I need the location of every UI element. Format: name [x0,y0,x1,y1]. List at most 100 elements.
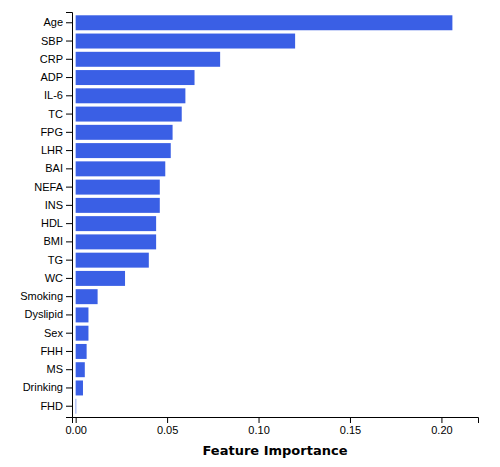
y-tick-label: Drinking [23,381,63,393]
y-tick-label: WC [45,272,63,284]
bar [76,125,173,140]
x-tick-mark [441,417,442,423]
y-tick-mark [66,241,72,242]
y-tick-mark [66,114,72,115]
y-tick: FPG [40,126,72,138]
bar [76,52,220,67]
y-tick-label: CRP [40,53,63,65]
y-tick-label: IL-6 [44,89,63,101]
y-tick-mark [66,187,72,188]
bar [76,307,89,322]
y-tick-label: LHR [41,144,63,156]
bar [76,143,171,158]
x-axis-line [73,418,479,424]
y-tick: WC [45,272,72,284]
bar [76,216,156,231]
x-axis-title: Feature Importance [203,443,348,458]
y-tick-mark [66,369,72,370]
y-tick-mark [66,132,72,133]
plot: 0.00 0.05 0.10 0.15 0.20 Age SBP CRP ADP IL-6 TC FP… [20,13,478,436]
bar [75,399,77,414]
y-tick-mark [66,168,72,169]
y-tick-label: FPG [40,126,63,138]
y-tick: MS [47,363,73,375]
x-tick-mark [350,417,351,423]
y-tick: BAI [45,162,72,174]
x-tick-mark [259,417,260,423]
y-tick: Age [43,16,72,28]
x-tick-label: 0.15 [340,424,361,436]
y-tick: HDL [41,217,72,229]
y-tick-label: NEFA [34,181,63,193]
y-tick-mark [66,314,72,315]
y-tick-mark [66,95,72,96]
x-tick-label: 0.10 [248,424,269,436]
chart: 0.00 0.05 0.10 0.15 0.20 Age SBP CRP ADP IL-6 TC FP… [0,0,500,467]
y-tick-label: BAI [45,162,63,174]
bar [76,344,87,359]
y-tick-label: SBP [41,35,63,47]
y-tick-mark [66,351,72,352]
bar [76,15,453,30]
y-tick: Drinking [23,381,72,393]
x-tick: 0.20 [431,417,452,436]
y-tick-label: TG [48,254,63,266]
x-tick-label: 0.05 [157,424,178,436]
bar [76,380,83,395]
y-tick: FHH [40,345,72,357]
y-tick-label: FHH [40,345,63,357]
y-tick-mark [66,205,72,206]
x-tick-mark [167,417,168,423]
y-tick-mark [66,278,72,279]
y-tick-mark [66,296,72,297]
x-tick-label: 0.00 [65,424,86,436]
x-axis: 0.00 0.05 0.10 0.15 0.20 [65,417,478,436]
y-tick: Smoking [20,290,72,302]
bar [76,180,160,195]
y-tick-label: ADP [40,71,63,83]
y-tick-label: Dyslipid [24,308,63,320]
bar [76,362,85,377]
y-tick-mark [66,223,72,224]
bar [76,88,186,103]
y-tick-mark [66,77,72,78]
y-tick-mark [66,41,72,42]
y-tick-label: FHD [40,400,63,412]
y-tick-mark [66,333,72,334]
y-tick-label: BMI [43,235,63,247]
y-tick: LHR [41,144,72,156]
y-tick-mark [66,150,72,151]
y-tick-label: Smoking [20,290,63,302]
bar [76,70,195,85]
bar [76,326,89,341]
x-tick: 0.05 [157,417,178,436]
x-tick-mark [76,417,77,423]
bar [76,34,295,49]
y-tick: Sex [44,327,72,339]
bar [76,234,156,249]
y-tick: INS [45,199,72,211]
y-tick-label: Sex [44,327,63,339]
y-tick-mark [66,22,72,23]
y-tick: TC [48,108,72,120]
y-tick-mark [66,59,72,60]
x-tick: 0.00 [65,417,86,436]
y-tick-label: MS [47,363,64,375]
y-tick-label: TC [48,108,63,120]
y-tick-mark [66,387,72,388]
bar [76,253,149,268]
y-tick-label: INS [45,199,63,211]
y-tick: SBP [41,35,72,47]
y-tick: ADP [40,71,72,83]
y-tick: BMI [43,235,72,247]
y-tick: Dyslipid [24,308,72,320]
y-tick: IL-6 [44,89,72,101]
x-tick-label: 0.20 [431,424,452,436]
y-tick: CRP [40,53,72,65]
y-tick-label: HDL [41,217,63,229]
bar [76,271,125,286]
y-tick: TG [48,254,72,266]
bar [76,289,98,304]
x-tick: 0.15 [340,417,361,436]
x-tick: 0.10 [248,417,269,436]
